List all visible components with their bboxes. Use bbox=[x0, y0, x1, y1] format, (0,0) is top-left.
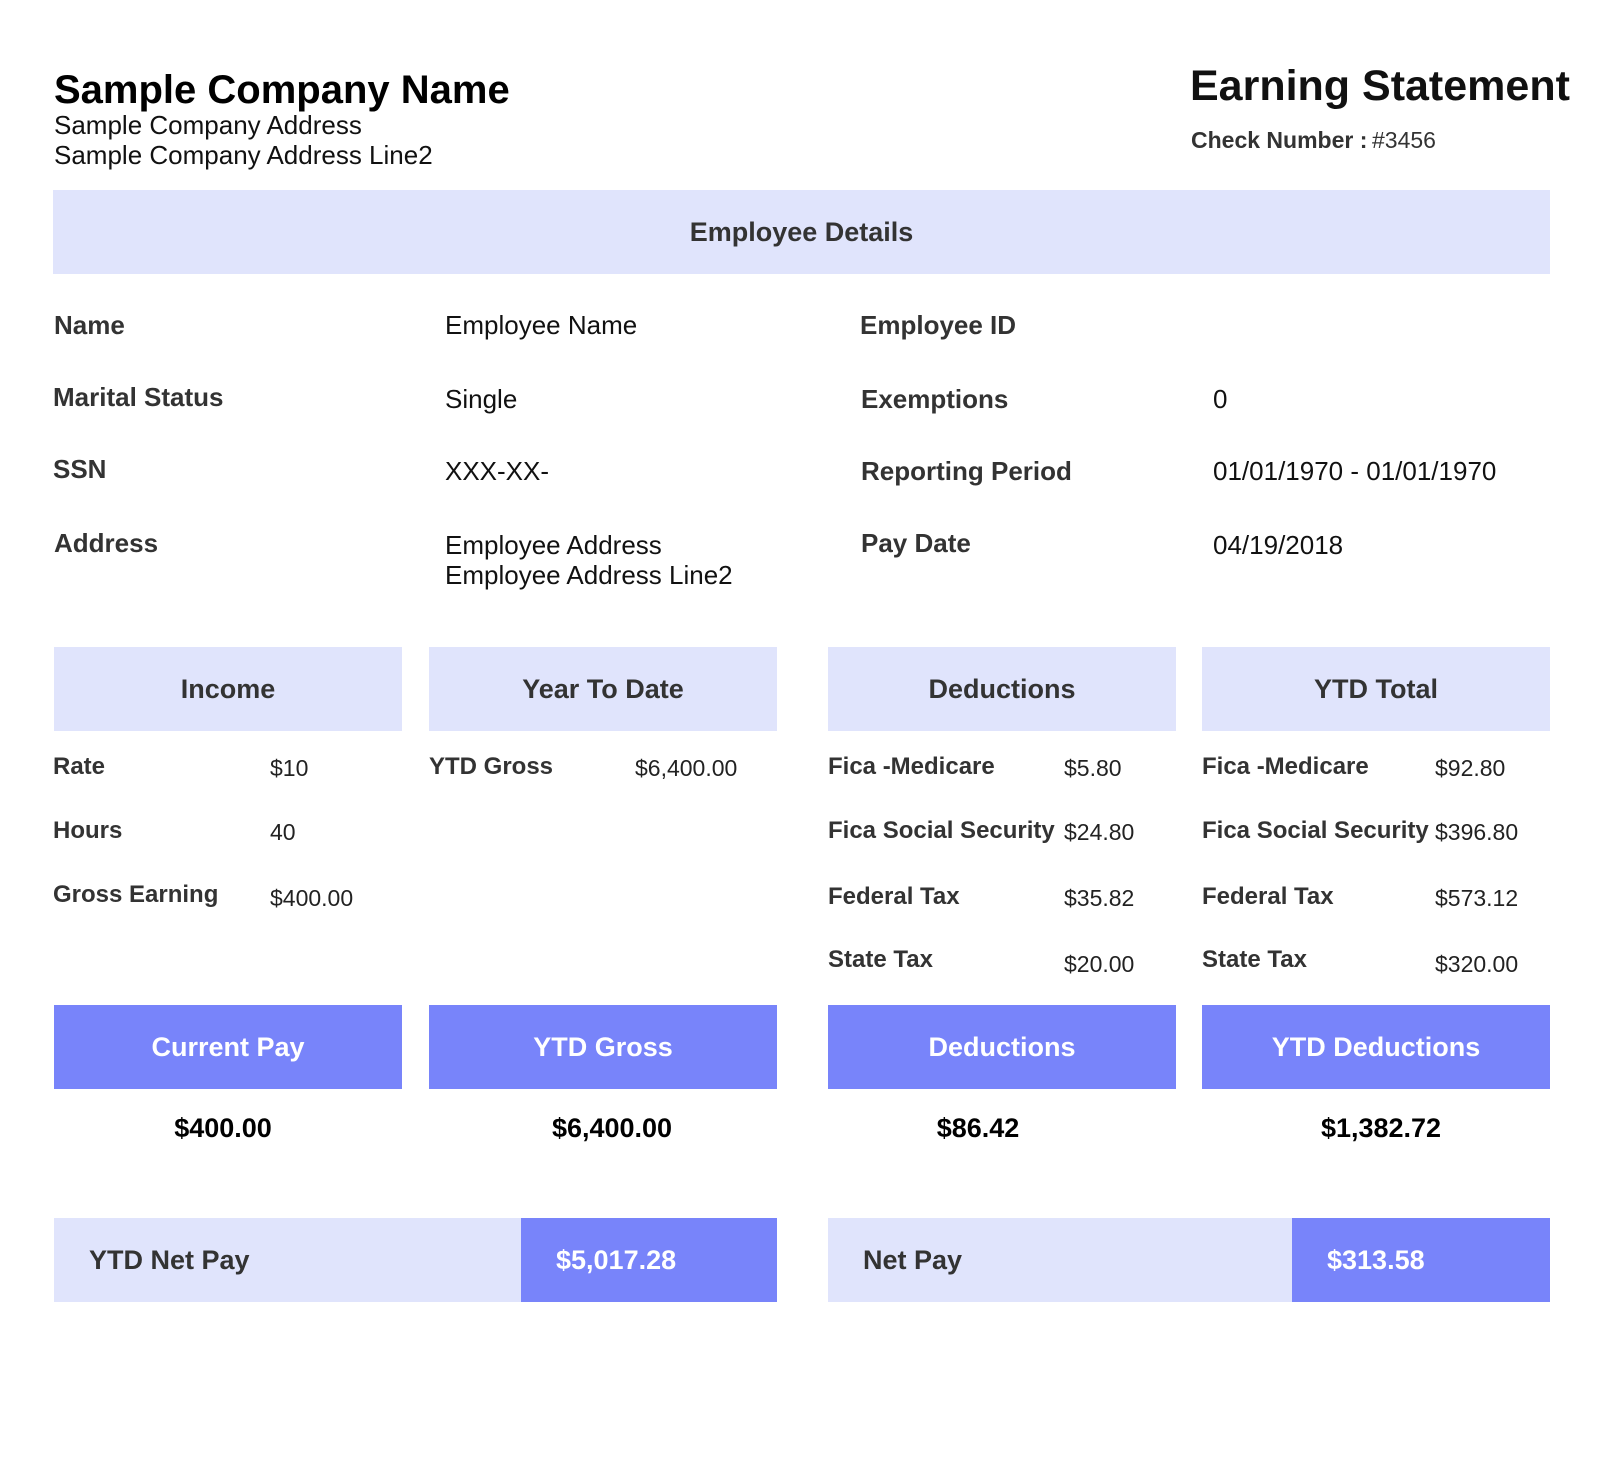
deduction-medicare-label: Fica -Medicare bbox=[828, 753, 995, 780]
ytd-medicare-value: $92.80 bbox=[1435, 755, 1506, 781]
exemptions-label: Exemptions bbox=[861, 384, 1009, 414]
ytd-net-pay-value: $5,017.28 bbox=[521, 1218, 777, 1302]
ytd-gross-heading: YTD Gross bbox=[429, 1005, 777, 1089]
deduction-state-tax-value: $20.00 bbox=[1064, 951, 1135, 977]
check-number-label: Check Number : bbox=[1191, 127, 1368, 153]
current-pay-value: $400.00 bbox=[174, 1113, 272, 1143]
deduction-federal-tax-value: $35.82 bbox=[1064, 885, 1135, 911]
ytd-social-security-value: $396.80 bbox=[1435, 819, 1519, 845]
pay-date-label: Pay Date bbox=[861, 528, 971, 558]
ytd-gross-value: $6,400.00 bbox=[635, 755, 738, 781]
income-gross-label: Gross Earning bbox=[53, 881, 219, 908]
ssn-value: XXX-XX- bbox=[445, 456, 550, 486]
employee-details-heading: Employee Details bbox=[53, 190, 1550, 274]
ytd-gross-total-value: $6,400.00 bbox=[551, 1113, 673, 1143]
ytd-total-heading: YTD Total bbox=[1202, 647, 1550, 731]
income-rate-label: Rate bbox=[53, 753, 106, 780]
income-hours-label: Hours bbox=[53, 817, 123, 844]
marital-status-value: Single bbox=[445, 384, 518, 414]
exemptions-value: 0 bbox=[1213, 384, 1228, 414]
name-label: Name bbox=[54, 310, 125, 340]
income-heading: Income bbox=[54, 647, 402, 731]
total-deductions-heading: Deductions bbox=[828, 1005, 1176, 1089]
deduction-social-security-value: $24.80 bbox=[1064, 819, 1135, 845]
income-hours-value: 40 bbox=[270, 819, 296, 845]
company-address-line2: Sample Company Address Line2 bbox=[54, 140, 433, 170]
name-value: Employee Name bbox=[445, 310, 638, 340]
year-to-date-heading: Year To Date bbox=[429, 647, 777, 731]
ytd-gross-label: YTD Gross bbox=[429, 753, 554, 780]
ytd-deductions-heading: YTD Deductions bbox=[1202, 1005, 1550, 1089]
marital-status-label: Marital Status bbox=[53, 382, 224, 412]
ytd-federal-tax-label: Federal Tax bbox=[1202, 883, 1334, 910]
reporting-period-value: 01/01/1970 - 01/01/1970 bbox=[1213, 456, 1497, 486]
check-number-value: #3456 bbox=[1372, 127, 1436, 153]
pay-date-value: 04/19/2018 bbox=[1213, 530, 1344, 560]
deductions-heading: Deductions bbox=[828, 647, 1176, 731]
ytd-state-tax-label: State Tax bbox=[1202, 946, 1307, 973]
ytd-social-security-label: Fica Social Security bbox=[1202, 817, 1429, 844]
net-pay-label: Net Pay bbox=[828, 1218, 1292, 1302]
income-gross-value: $400.00 bbox=[270, 885, 354, 911]
ytd-deductions-value: $1,382.72 bbox=[1320, 1113, 1442, 1143]
company-address: Sample Company Address bbox=[54, 110, 362, 140]
ytd-federal-tax-value: $573.12 bbox=[1435, 885, 1519, 911]
ssn-label: SSN bbox=[53, 454, 107, 484]
income-rate-value: $10 bbox=[270, 755, 309, 781]
address-line1: Employee Address bbox=[445, 530, 662, 560]
address-label: Address bbox=[54, 528, 159, 558]
employee-id-label: Employee ID bbox=[860, 310, 1017, 340]
ytd-medicare-label: Fica -Medicare bbox=[1202, 753, 1369, 780]
total-deductions-value: $86.42 bbox=[936, 1113, 1020, 1143]
current-pay-heading: Current Pay bbox=[54, 1005, 402, 1089]
deduction-social-security-label: Fica Social Security bbox=[828, 817, 1055, 844]
deduction-state-tax-label: State Tax bbox=[828, 946, 933, 973]
ytd-net-pay-label: YTD Net Pay bbox=[54, 1218, 521, 1302]
deduction-federal-tax-label: Federal Tax bbox=[828, 883, 960, 910]
net-pay-value: $313.58 bbox=[1292, 1218, 1550, 1302]
statement-title: Earning Statement bbox=[1190, 62, 1570, 110]
ytd-state-tax-value: $320.00 bbox=[1435, 951, 1519, 977]
address-line2: Employee Address Line2 bbox=[445, 560, 733, 590]
reporting-period-label: Reporting Period bbox=[861, 456, 1072, 486]
deduction-medicare-value: $5.80 bbox=[1064, 755, 1122, 781]
company-name: Sample Company Name bbox=[54, 68, 510, 112]
